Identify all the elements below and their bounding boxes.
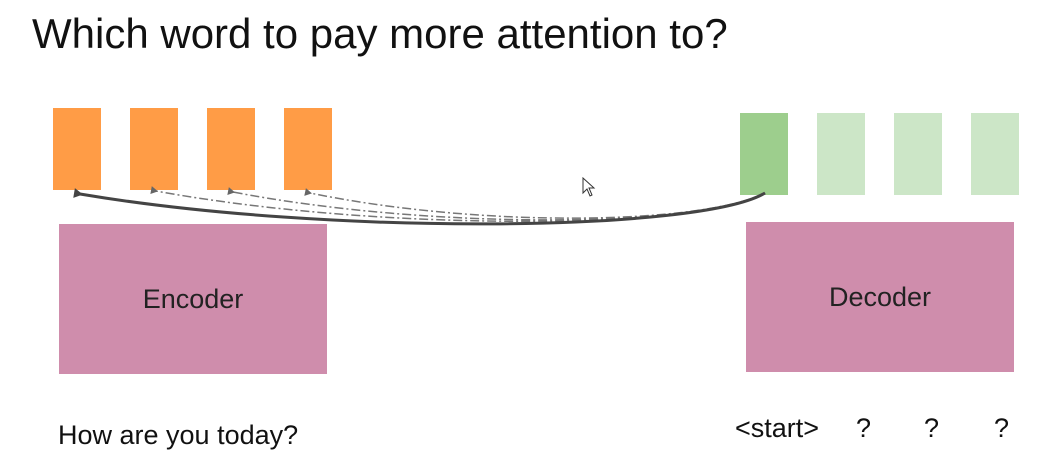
attention-arrow-secondary-4 [304, 188, 766, 219]
decoder-hidden-state-3 [894, 113, 942, 195]
encoder-block: Encoder [59, 224, 327, 374]
encoder-hidden-state-2 [130, 108, 178, 190]
input-sentence: How are you today? [58, 420, 299, 450]
decoder-token-2: ? [856, 413, 872, 443]
decoder-label: Decoder [828, 281, 932, 312]
encoder-label: Encoder [142, 283, 244, 314]
decoder-hidden-state-4 [971, 113, 1019, 195]
mouse-cursor-icon [582, 177, 596, 197]
encoder-hidden-state-1 [53, 108, 101, 190]
decoder-hidden-state-2 [817, 113, 865, 195]
decoder-hidden-state-1 [740, 113, 788, 195]
decoder-token-3: ? [924, 413, 940, 443]
decoder-token-4: ? [994, 413, 1010, 443]
decoder-block: Decoder [746, 222, 1014, 372]
slide-title: Which word to pay more attention to? [32, 10, 728, 57]
attention-arrow-primary [73, 188, 766, 226]
encoder-hidden-state-3 [207, 108, 255, 190]
decoder-token-start: <start> [735, 413, 820, 443]
encoder-hidden-state-4 [284, 108, 332, 190]
attention-arrow-secondary-2 [150, 186, 766, 222]
